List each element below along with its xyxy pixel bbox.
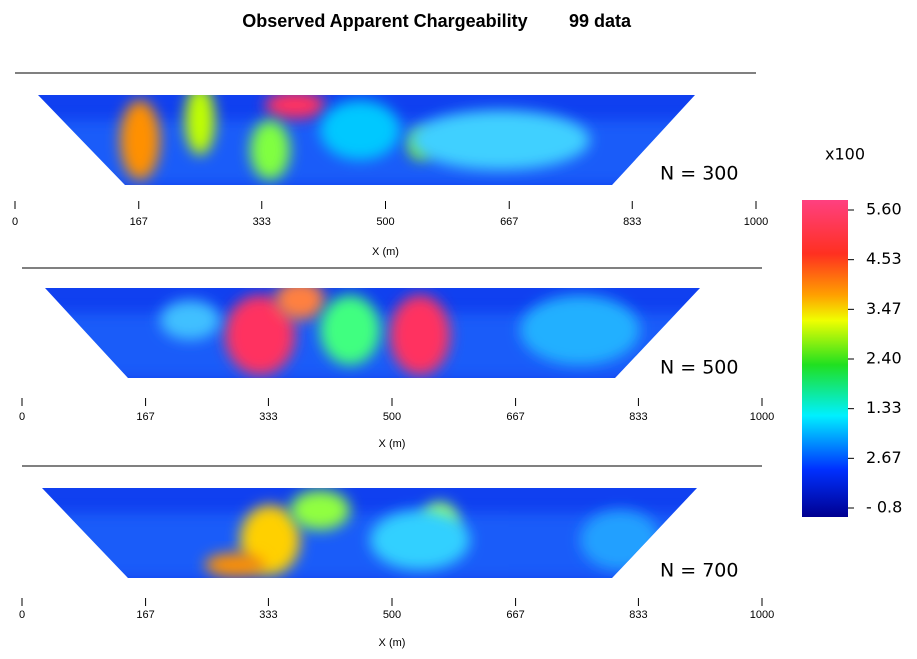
x-tick-label: 0	[12, 216, 18, 228]
x-axis-label: X (m)	[379, 637, 406, 649]
colorbar-label: 1.33	[866, 398, 902, 417]
anomaly	[225, 295, 295, 375]
panel-label: N = 300	[660, 163, 738, 185]
anomaly	[160, 300, 220, 340]
colorbar-title: x100	[825, 145, 865, 164]
x-tick-label: 1000	[750, 609, 774, 621]
pseudosection	[38, 95, 695, 185]
x-tick-label: 333	[259, 411, 277, 423]
colorbar-label: 2.40	[866, 349, 902, 368]
anomaly	[390, 295, 450, 375]
anomaly	[265, 95, 325, 119]
pseudosection	[42, 488, 697, 578]
x-tick-label: 333	[253, 216, 271, 228]
anomaly	[410, 110, 590, 170]
x-tick-label: 833	[623, 216, 641, 228]
anomaly	[205, 553, 265, 577]
panel-label: N = 700	[660, 560, 738, 582]
chart-title: Observed Apparent Chargeability	[242, 11, 527, 31]
x-tick-label: 833	[629, 609, 647, 621]
colorbar-label: 3.47	[866, 299, 902, 318]
x-tick-label: 667	[506, 609, 524, 621]
x-tick-label: 333	[259, 609, 277, 621]
x-tick-label: 0	[19, 411, 25, 423]
pseudosection	[45, 288, 700, 378]
colorbar	[802, 200, 848, 517]
colorbar-label: 2.67	[866, 448, 902, 467]
anomaly	[520, 295, 640, 365]
x-axis-label: X (m)	[372, 246, 399, 258]
x-tick-label: 1000	[744, 216, 768, 228]
x-tick-label: 0	[19, 609, 25, 621]
anomaly	[250, 120, 290, 180]
x-tick-label: 667	[500, 216, 518, 228]
x-tick-label: 500	[383, 411, 401, 423]
x-tick-label: 167	[136, 609, 154, 621]
colorbar-label: 4.53	[866, 249, 902, 268]
colorbar-label: 5.60	[866, 200, 902, 219]
anomaly	[290, 490, 350, 530]
x-tick-label: 833	[629, 411, 647, 423]
anomaly	[370, 510, 470, 570]
anomaly	[275, 288, 325, 320]
panel-label: N = 500	[660, 357, 738, 379]
anomaly	[185, 95, 215, 155]
x-tick-label: 167	[136, 411, 154, 423]
x-tick-label: 500	[376, 216, 394, 228]
anomaly	[320, 295, 380, 365]
anomaly	[320, 100, 400, 160]
x-tick-label: 667	[506, 411, 524, 423]
x-tick-label: 500	[383, 609, 401, 621]
anomaly	[120, 100, 160, 180]
colorbar-label: - 0.8	[866, 498, 902, 517]
anomaly	[580, 510, 660, 570]
chart-subtitle: 99 data	[569, 11, 632, 31]
x-axis-label: X (m)	[379, 438, 406, 450]
x-tick-label: 1000	[750, 411, 774, 423]
x-tick-label: 167	[130, 216, 148, 228]
